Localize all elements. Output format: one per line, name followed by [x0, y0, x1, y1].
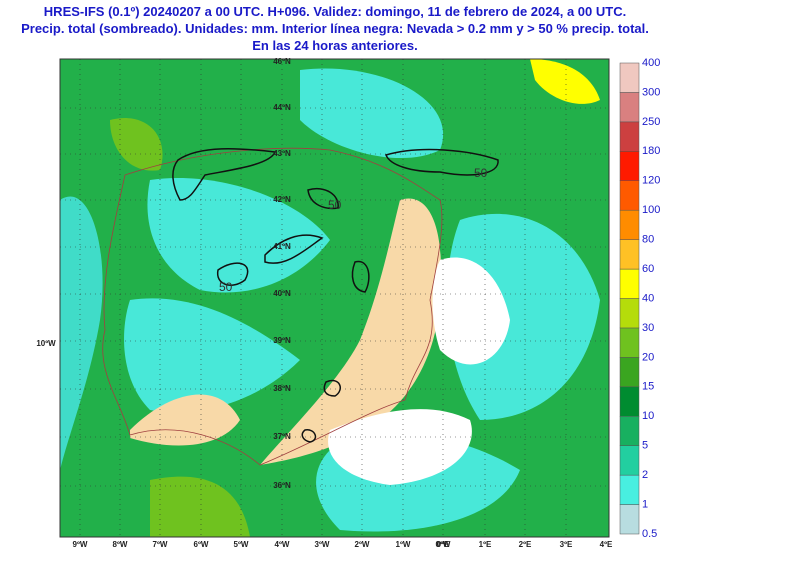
- colorbar-label: 80: [642, 234, 654, 246]
- lon-label: 7ºW: [153, 540, 168, 549]
- map-field: [60, 59, 609, 537]
- colorbar-segment: [619, 151, 640, 181]
- lon-label: 1ºE: [479, 540, 492, 549]
- lat-label: 42ºN: [273, 195, 291, 204]
- colorbar-segment: [619, 180, 640, 211]
- colorbar-label: 60: [642, 263, 654, 275]
- colorbar-segment: [619, 62, 640, 93]
- lon-label: 8ºW: [113, 540, 128, 549]
- contour-label: 50: [219, 280, 233, 294]
- colorbar-label: 2: [642, 469, 648, 481]
- lon-label: 4ºE: [600, 540, 613, 549]
- lon-label: 1ºW: [396, 540, 411, 549]
- colorbar-label: 10: [642, 410, 654, 422]
- colorbar-label: 300: [642, 86, 660, 98]
- lon-label: 3ºW: [315, 540, 330, 549]
- lon-label: 2ºE: [519, 540, 532, 549]
- colorbar-label: 100: [642, 204, 660, 216]
- lat-label: 41ºN: [273, 242, 291, 251]
- contour-label: 50: [328, 198, 342, 212]
- title-line: Precip. total (sombreado). Unidades: mm.…: [21, 21, 649, 36]
- colorbar-label: 1: [642, 498, 648, 510]
- colorbar-segment: [619, 92, 640, 123]
- colorbar-segment: [619, 298, 640, 329]
- colorbar-label: 5: [642, 440, 648, 452]
- colorbar-segment: [619, 474, 640, 505]
- colorbar-segment: [619, 416, 640, 446]
- colorbar-segment: [619, 357, 640, 388]
- colorbar-label: 120: [642, 175, 660, 187]
- colorbar-label: 180: [642, 145, 660, 157]
- lon-label: 5ºW: [234, 540, 249, 549]
- lon-label: 6ºW: [194, 540, 209, 549]
- colorbar-label: 20: [642, 351, 654, 363]
- lat-label: 36ºN: [273, 481, 291, 490]
- lat-label: 43ºN: [273, 149, 291, 158]
- title-line: HRES-IFS (0.1º) 20240207 a 00 UTC. H+096…: [44, 4, 626, 19]
- lon-label: 2ºW: [355, 540, 370, 549]
- map-frame: [59, 58, 610, 538]
- lat-label: 44ºN: [273, 103, 291, 112]
- colorbar-segment: [619, 239, 640, 270]
- colorbar-segment: [619, 121, 640, 152]
- colorbar-label: 30: [642, 322, 654, 334]
- colorbar-label: 0.5: [642, 528, 657, 540]
- lat-label: 38ºN: [273, 384, 291, 393]
- colorbar-segment: [619, 209, 640, 240]
- colorbar-label: 40: [642, 292, 654, 304]
- lon-label: 4ºW: [275, 540, 290, 549]
- west-label: 10ºW: [36, 339, 56, 348]
- colorbar-segment: [619, 268, 640, 299]
- lat-label: 46ºN: [273, 57, 291, 66]
- lon-label: 0ºE: [437, 540, 450, 549]
- colorbar-segment: [619, 327, 640, 358]
- lon-label: 9ºW: [73, 540, 88, 549]
- colorbar-segment: [619, 386, 640, 417]
- title-line: En las 24 horas anteriores.: [252, 38, 417, 53]
- colorbar-segment: [619, 504, 640, 535]
- lat-label: 39ºN: [273, 336, 291, 345]
- colorbar-label: 400: [642, 57, 660, 69]
- colorbar-label: 250: [642, 116, 660, 128]
- lat-label: 37ºN: [273, 432, 291, 441]
- lat-label: 40ºN: [273, 289, 291, 298]
- lon-label: 3ºE: [560, 540, 573, 549]
- lon-label: 0ºW: [436, 540, 451, 549]
- colorbar-segment: [619, 445, 640, 476]
- contour-label: 50: [474, 166, 488, 180]
- colorbar-label: 15: [642, 381, 654, 393]
